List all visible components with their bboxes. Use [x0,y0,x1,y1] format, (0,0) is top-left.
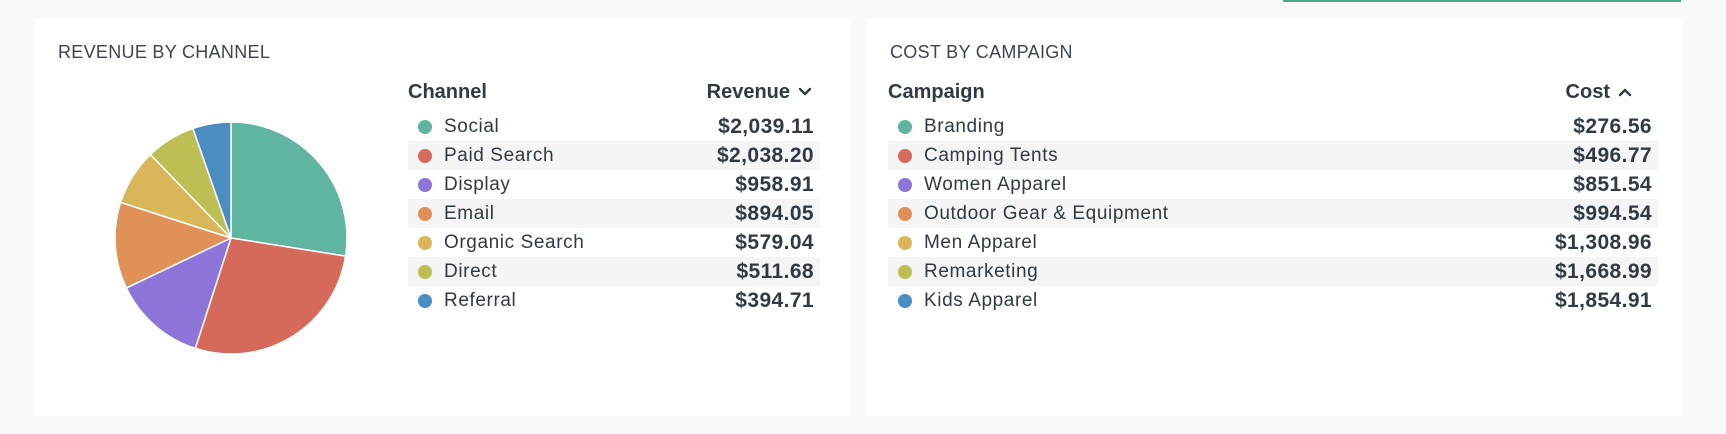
table-row: Branding $276.56 [888,112,1658,141]
row-label-group: Direct [418,261,497,283]
row-label-group: Display [418,174,511,196]
revenue-table: Channel Revenue Social $2,039.11 Paid Sear… [408,74,820,315]
row-label: Outdoor Gear & Equipment [924,202,1169,224]
row-label: Display [444,173,511,195]
row-value: $894.05 [735,201,814,225]
row-label: Social [444,115,500,137]
row-label-group: Camping Tents [898,145,1058,167]
revenue-rows: Social $2,039.11 Paid Search $2,038.20 Displ… [408,112,820,315]
legend-dot-icon [898,235,912,250]
row-value: $1,854.91 [1554,288,1652,312]
row-label: Direct [444,260,498,282]
row-label: Kids Apparel [924,289,1038,311]
legend-dot-icon [418,206,432,221]
pie-slice-social[interactable] [230,121,348,257]
row-value: $579.04 [735,230,814,254]
row-label: Organic Search [444,231,585,253]
legend-dot-icon [898,119,912,134]
pie-slice-paid-search[interactable] [194,237,347,355]
table-row: Kids Apparel $1,854.91 [888,286,1658,315]
pie-slice-email[interactable] [114,201,234,289]
row-label-group: Women Apparel [898,174,1067,196]
legend-dot-icon [898,264,912,279]
legend-dot-icon [418,235,432,250]
row-label: Referral [444,289,517,311]
row-value: $2,039.11 [718,114,814,138]
pie-slice-display[interactable] [125,236,233,350]
table-header: Channel Revenue [408,74,820,110]
row-value: $276.56 [1573,114,1652,138]
pie-svg [114,121,348,355]
legend-dot-icon [898,148,912,163]
row-label-group: Referral [418,290,516,312]
chevron-down-icon [798,87,812,96]
row-value: $394.71 [735,288,814,312]
table-row: Women Apparel $851.54 [888,170,1658,199]
table-row: Remarketing $1,668.99 [888,257,1658,286]
pie-slice-referral[interactable] [191,121,232,239]
row-label-group: Organic Search [418,232,584,254]
row-label: Women Apparel [924,173,1067,195]
table-header: Campaign Cost [888,74,1658,110]
legend-dot-icon [898,177,912,192]
row-value: $2,038.20 [716,143,814,167]
row-label: Men Apparel [924,231,1038,253]
top-accent-bar [1283,0,1681,2]
table-row: Email $894.05 [408,199,820,228]
legend-dot-icon [418,119,432,134]
table-row: Men Apparel $1,308.96 [888,228,1658,257]
row-label: Paid Search [444,144,555,166]
legend-dot-icon [418,177,432,192]
revenue-pie-chart [100,107,362,369]
legend-dot-icon [898,293,912,308]
row-label-group: Social [418,116,499,138]
card-title: COST BY CAMPAIGN [890,42,1073,62]
row-value: $511.68 [736,259,814,283]
revenue-by-channel-card: REVENUE BY CHANNEL Channel Revenue Socia… [34,18,850,416]
table-row: Social $2,039.11 [408,112,820,141]
row-label: Email [444,202,495,224]
row-value: $994.54 [1573,201,1652,225]
row-label: Branding [924,115,1005,137]
legend-dot-icon [418,148,432,163]
cost-rows: Branding $276.56 Camping Tents $496.77 Women… [888,112,1658,315]
table-row: Organic Search $579.04 [408,228,820,257]
cost-by-campaign-card: COST BY CAMPAIGN Campaign Cost Branding $… [866,18,1682,416]
row-label-group: Outdoor Gear & Equipment [898,203,1169,225]
card-title: REVENUE BY CHANNEL [58,42,271,62]
column-header-channel: Channel [408,80,487,103]
column-header-revenue: Revenue [706,80,790,103]
row-label-group: Kids Apparel [898,290,1038,312]
sort-by-revenue-button[interactable]: Revenue [707,81,820,104]
column-header-campaign: Campaign [888,80,985,103]
table-row: Paid Search $2,038.20 [408,141,820,170]
legend-dot-icon [898,206,912,221]
table-row: Direct $511.68 [408,257,820,286]
row-value: $1,668.99 [1554,259,1652,283]
legend-dot-icon [418,293,432,308]
row-value: $496.77 [1573,143,1652,167]
legend-dot-icon [418,264,432,279]
table-row: Referral $394.71 [408,286,820,315]
row-label-group: Email [418,203,495,225]
table-row: Display $958.91 [408,170,820,199]
table-row: Camping Tents $496.77 [888,141,1658,170]
row-value: $851.54 [1573,172,1652,196]
chevron-up-icon [1618,88,1632,97]
row-label-group: Remarketing [898,261,1038,283]
row-value: $958.91 [735,172,814,196]
cost-table: Campaign Cost Branding $276.56 Camping Ten… [888,74,1658,315]
row-label-group: Men Apparel [898,232,1037,254]
row-label: Camping Tents [924,144,1059,166]
column-header-cost: Cost [1565,80,1610,103]
table-row: Outdoor Gear & Equipment $994.54 [888,199,1658,228]
row-label-group: Branding [898,116,1005,138]
row-label-group: Paid Search [418,145,554,167]
sort-by-cost-button[interactable]: Cost [1566,81,1658,104]
row-value: $1,308.96 [1554,230,1652,254]
row-label: Remarketing [924,260,1039,282]
